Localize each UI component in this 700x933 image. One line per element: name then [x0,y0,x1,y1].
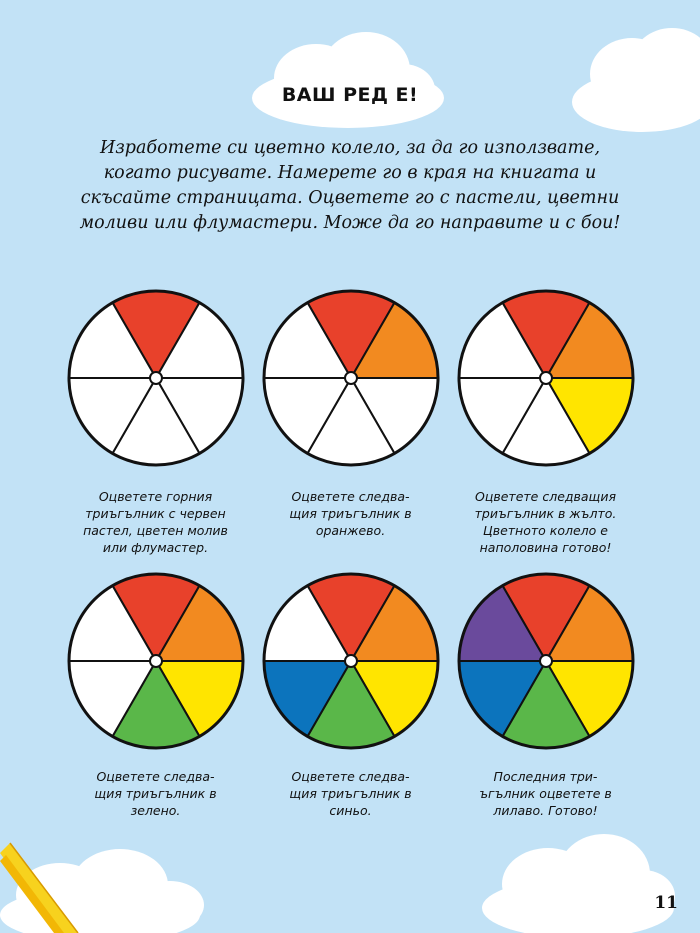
color-wheel-step-2 [262,289,440,467]
page-number: 11 [654,893,678,913]
wheel-outline [67,289,245,467]
wheel-center-hub [539,371,553,385]
wheel-center-hub [344,654,358,668]
wheel-caption-step-6: Последния три- ъгълник оцветете в лилаво… [479,769,612,818]
wheel-caption-step-2: Оцветете следва- щия триъгълник в оранже… [289,489,412,538]
intro-line: скъсайте страницата. Оцветете го с пасте… [80,188,620,208]
wheel-outline [457,572,635,750]
wheel-center-hub [149,371,163,385]
cloud-bottom-right [482,834,675,933]
wheel-caption-step-5: Оцветете следва- щия триъгълник в синьо. [289,769,412,818]
wheel-center-hub [344,371,358,385]
color-wheel-step-4 [67,572,245,750]
wheel-caption-step-3: Оцветете следващия триъгълник в жълто. Ц… [474,489,617,555]
wheel-outline [67,572,245,750]
color-wheel-step-5 [262,572,440,750]
wheel-caption-step-4: Оцветете следва- щия триъгълник в зелено… [94,769,217,818]
intro-line: когато рисувате. Намерете го в края на к… [103,163,597,183]
intro-paragraph: Изработете си цветно колело, за да го из… [70,136,630,236]
cloud-center [252,32,444,128]
color-wheel-step-6 [457,572,635,750]
intro-line: моливи или флумастери. Може да го направ… [79,213,621,233]
cloud-right [572,28,700,132]
pencil-illustration [0,842,79,933]
intro-line: Изработете си цветно колело, за да го из… [99,138,601,158]
wheel-center-hub [149,654,163,668]
color-wheel-step-1 [67,289,245,467]
wheel-outline [457,289,635,467]
wheel-center-hub [539,654,553,668]
color-wheel-step-3 [457,289,635,467]
wheel-outline [262,289,440,467]
wheel-outline [262,572,440,750]
wheel-caption-step-1: Оцветете горния триъгълник с червен паст… [83,489,228,555]
page-heading: ВАШ РЕД Е! [281,84,419,106]
